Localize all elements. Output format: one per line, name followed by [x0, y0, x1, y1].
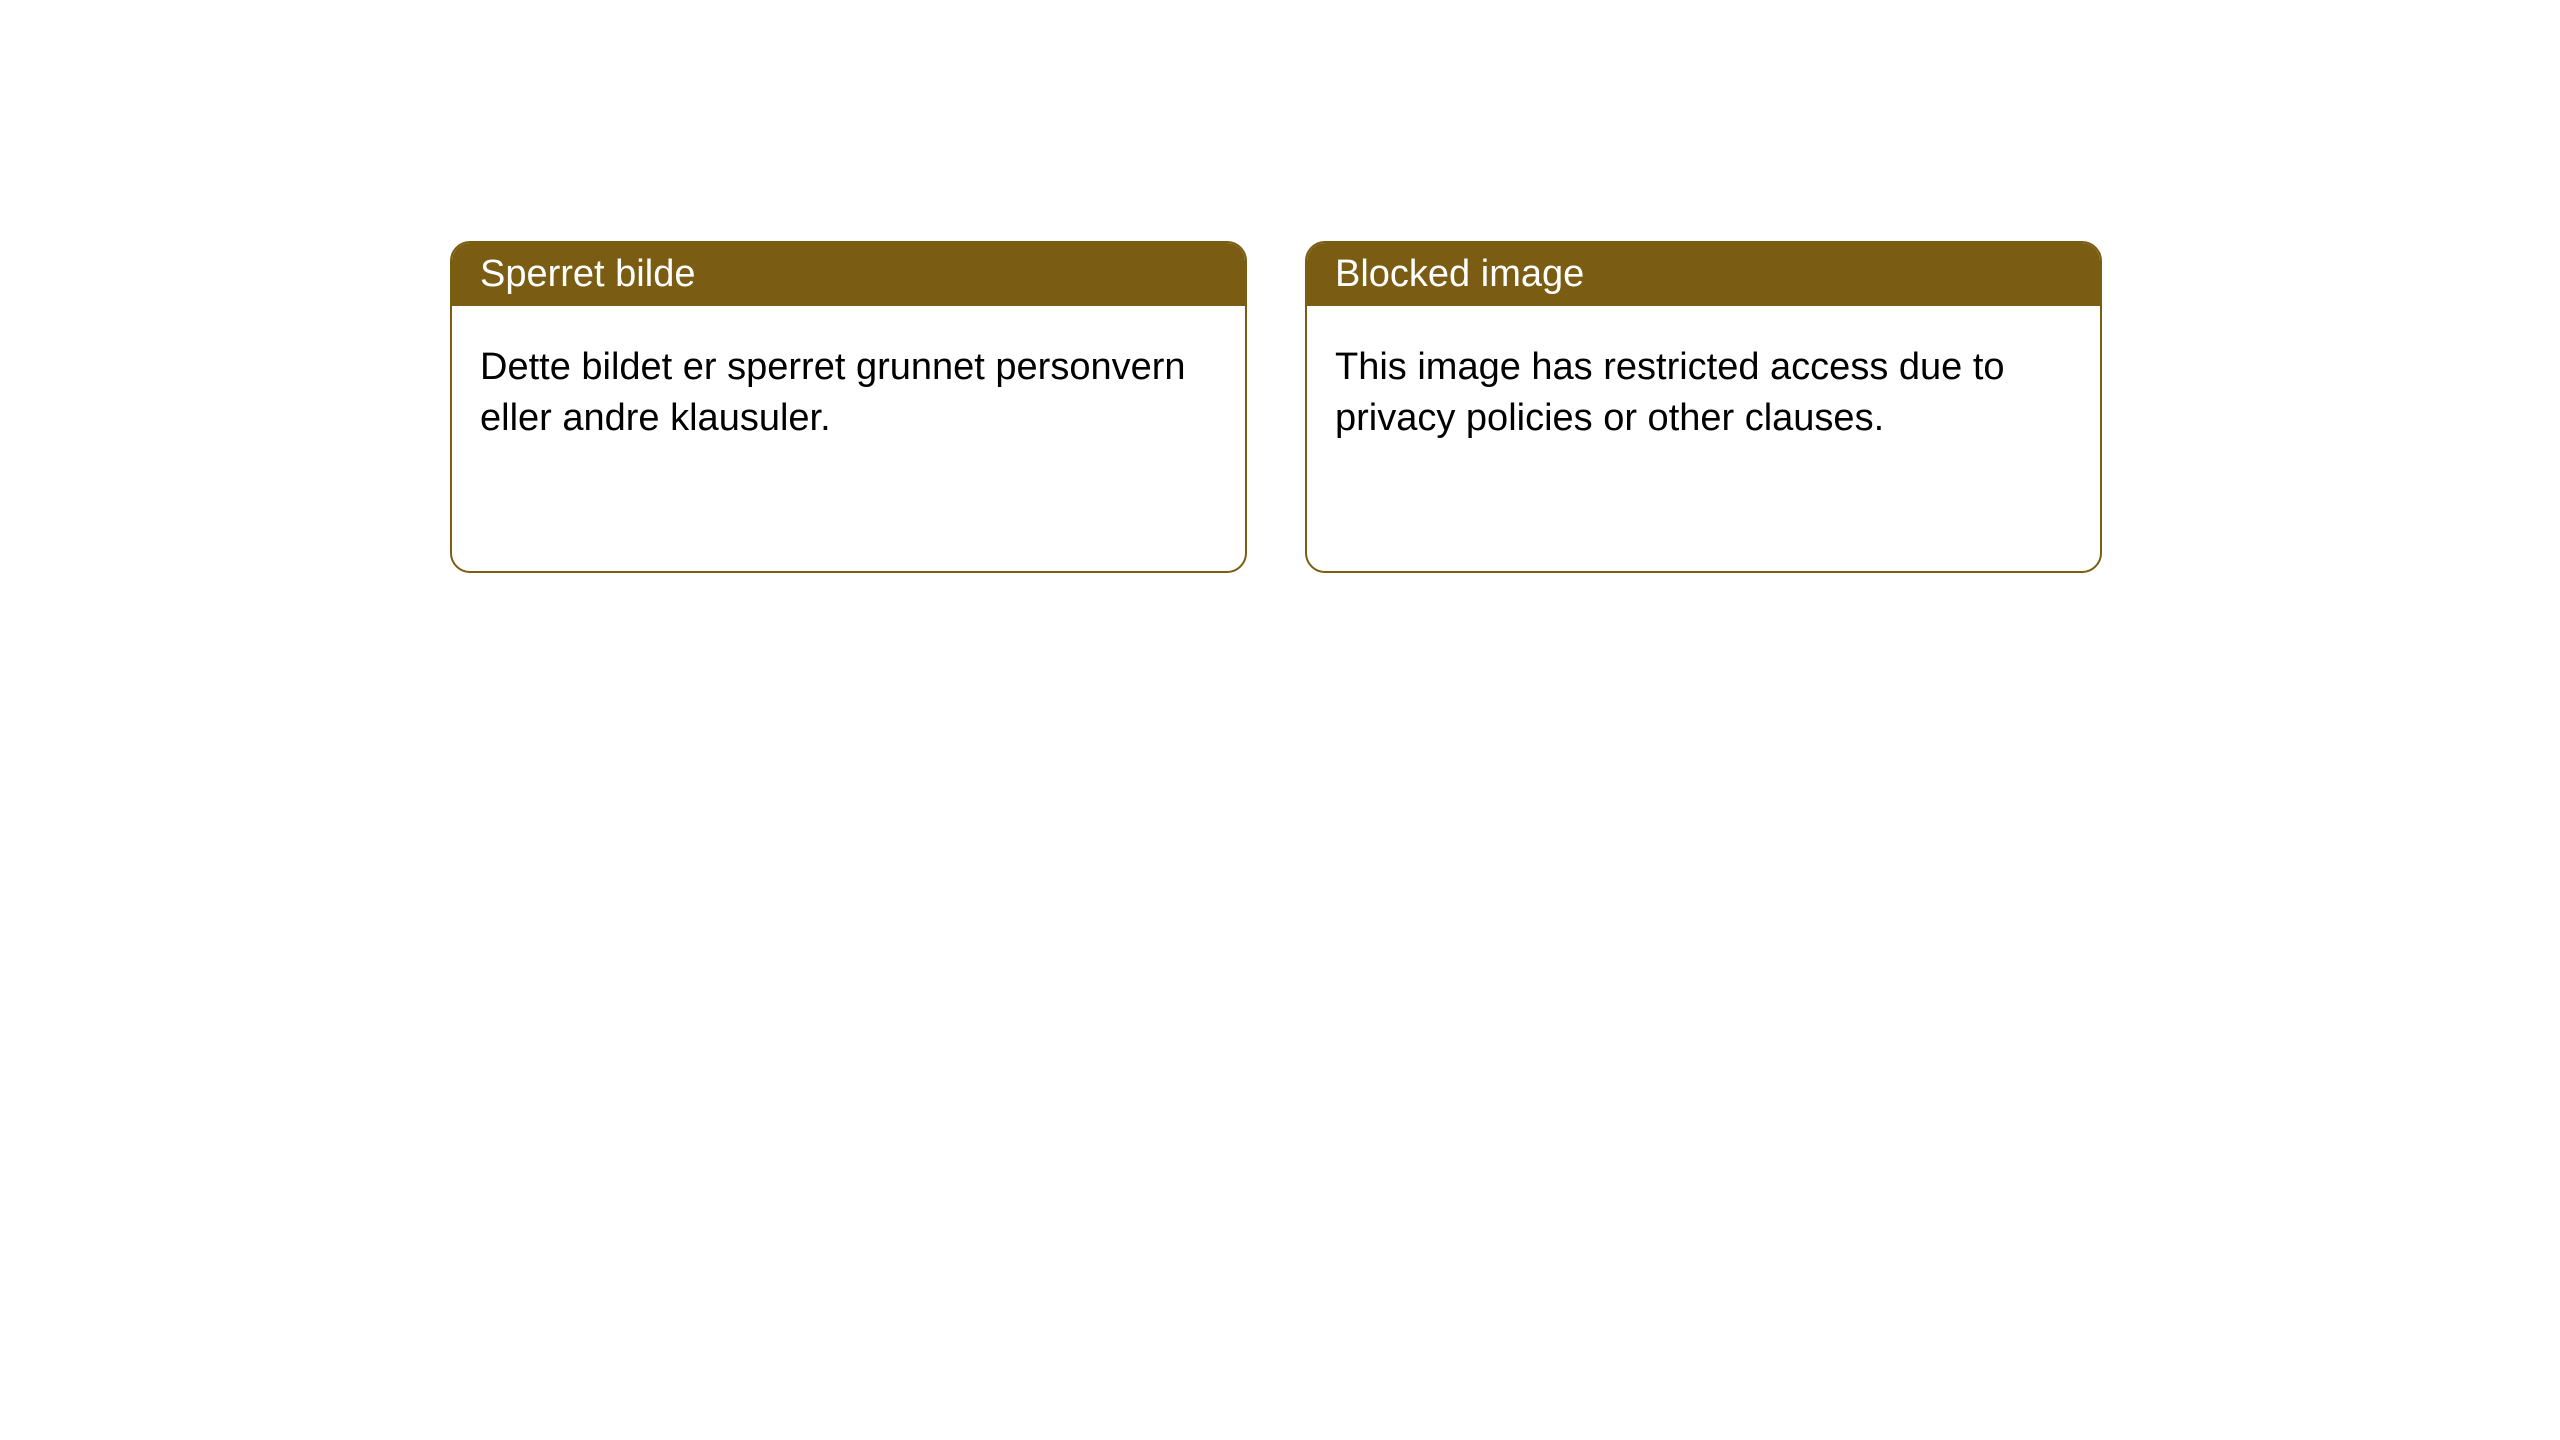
notice-title-norwegian: Sperret bilde: [480, 253, 695, 295]
notice-header-english: Blocked image: [1307, 243, 2100, 306]
notice-body-norwegian: Dette bildet er sperret grunnet personve…: [452, 306, 1245, 481]
notice-text-english: This image has restricted access due to …: [1335, 346, 2005, 439]
notice-header-norwegian: Sperret bilde: [452, 243, 1245, 306]
notice-container: Sperret bilde Dette bildet er sperret gr…: [450, 241, 2102, 573]
notice-box-norwegian: Sperret bilde Dette bildet er sperret gr…: [450, 241, 1247, 573]
notice-text-norwegian: Dette bildet er sperret grunnet personve…: [480, 346, 1186, 439]
notice-title-english: Blocked image: [1335, 253, 1584, 295]
notice-body-english: This image has restricted access due to …: [1307, 306, 2100, 481]
notice-box-english: Blocked image This image has restricted …: [1305, 241, 2102, 573]
